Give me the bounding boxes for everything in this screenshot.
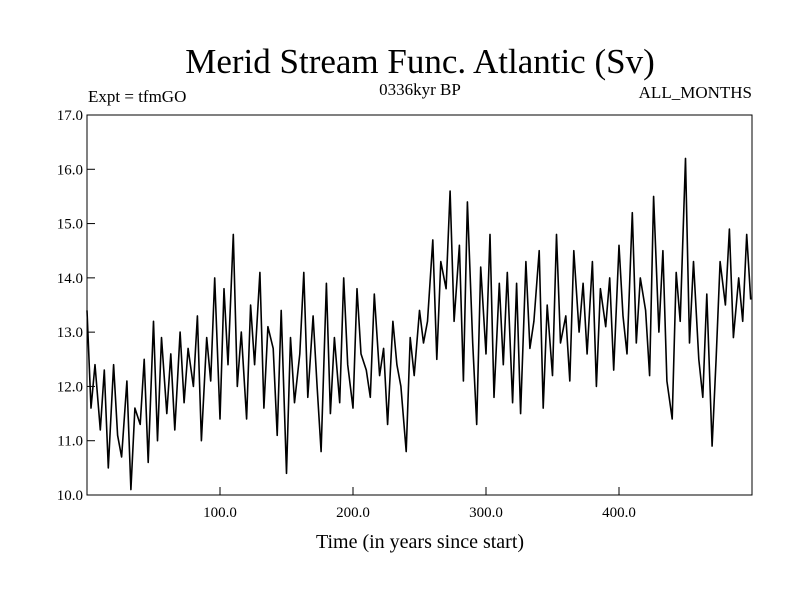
x-axis-ticks: 100.0 200.0 300.0 400.0: [203, 487, 636, 521]
series-line: [86, 157, 752, 491]
x-axis-label: Time (in years since start): [316, 531, 524, 553]
plot-area: [86, 114, 753, 496]
y-tick-label: 15.0: [57, 217, 83, 233]
y-tick-label: 12.0: [57, 379, 83, 395]
y-tick-label: 16.0: [57, 162, 83, 178]
y-tick-label: 11.0: [57, 434, 83, 450]
x-tick-label: 100.0: [203, 505, 237, 521]
x-tick-label: 300.0: [469, 505, 503, 521]
period-label: 0336kyr BP: [379, 80, 461, 99]
y-axis-ticks: 10.0 11.0 12.0 13.0 14.0 15.0 16.0 17.0: [57, 108, 95, 504]
chart-title: Merid Stream Func. Atlantic (Sv): [185, 42, 655, 81]
y-tick-label: 17.0: [57, 108, 83, 124]
y-tick-label: 10.0: [57, 488, 83, 504]
x-tick-label: 200.0: [336, 505, 370, 521]
x-tick-label: 400.0: [602, 505, 636, 521]
y-tick-label: 13.0: [57, 325, 83, 341]
y-tick-label: 14.0: [57, 271, 83, 287]
months-label: ALL_MONTHS: [639, 83, 752, 102]
experiment-label: Expt = tfmGO: [88, 87, 186, 106]
